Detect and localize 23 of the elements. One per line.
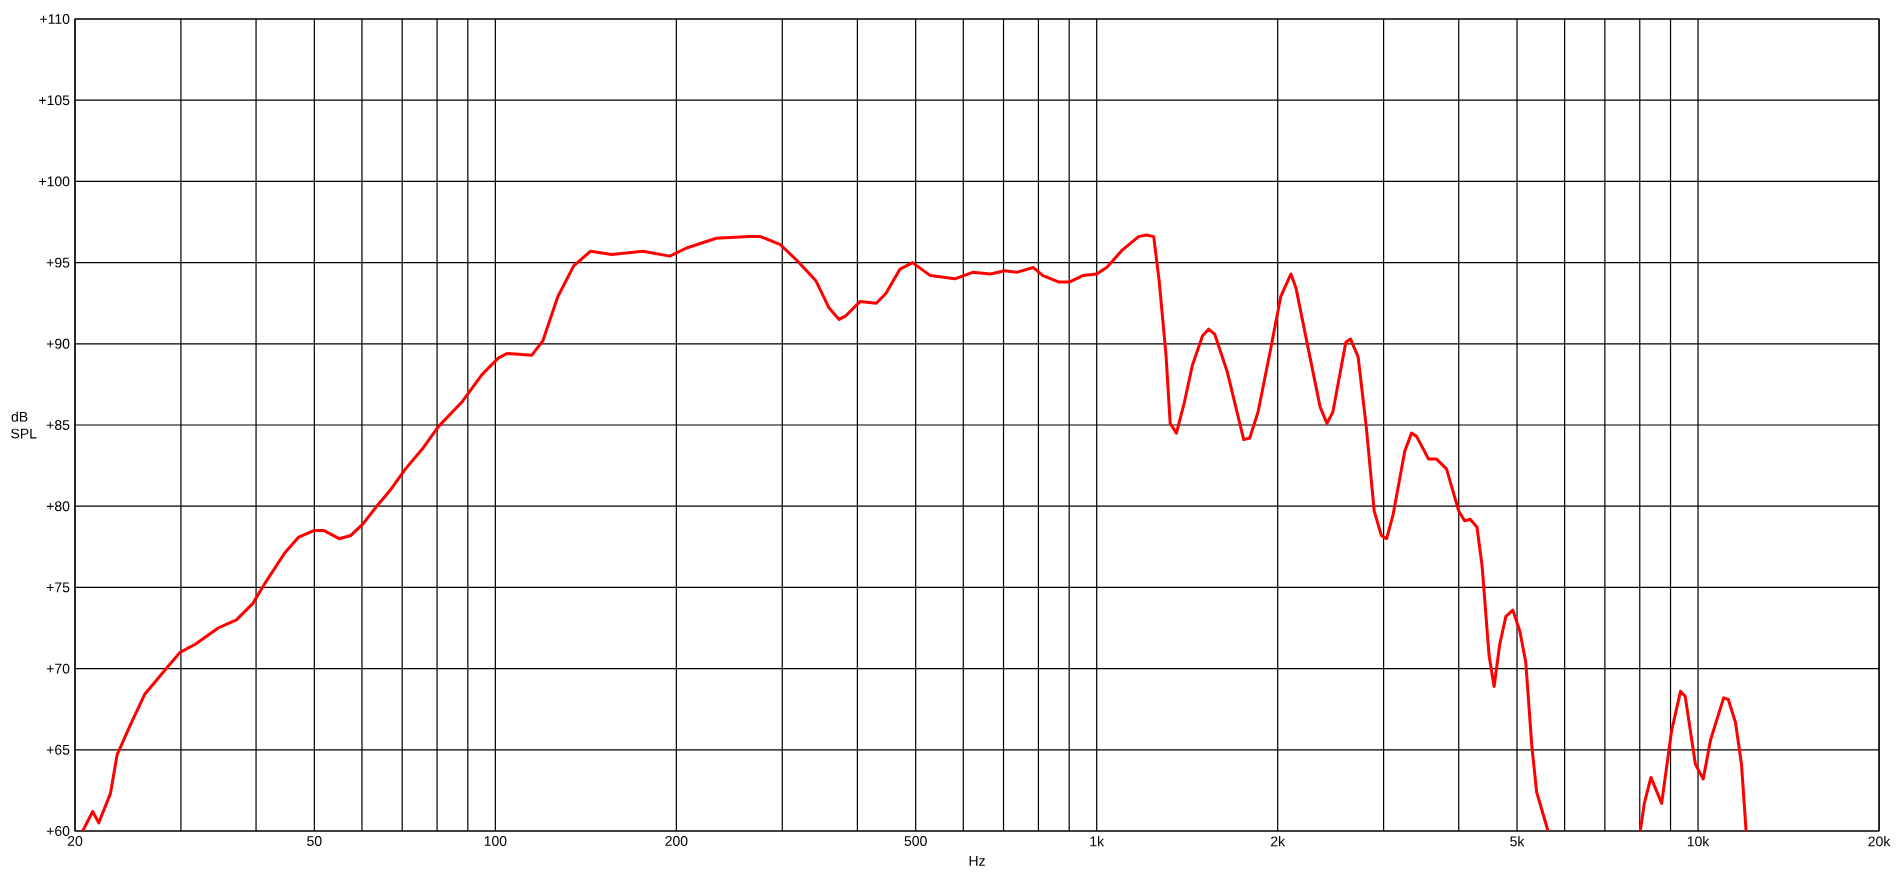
y-tick-label: +90 [46,338,70,349]
y-tick-label: +105 [39,95,70,106]
y-tick-label: +95 [46,257,70,268]
x-tick-label: 200 [665,836,688,846]
y-tick-label: +110 [40,14,70,24]
y-tick-label: +70 [46,663,70,674]
y-axis-title: dB SPL [11,411,37,439]
x-tick-label: 20 [67,836,83,846]
y-tick-label: +60 [46,826,70,836]
x-tick-label: 10k [1687,836,1710,847]
x-tick-label: 100 [484,836,507,846]
x-tick-label: 500 [904,836,927,846]
y-tick-label: +85 [46,420,70,430]
x-axis-title: Hz [969,856,985,866]
x-tick-label: 2k [1271,836,1286,847]
y-tick-label: +75 [46,582,70,593]
y-tick-label: +80 [46,501,70,512]
x-tick-label: 1k [1090,836,1105,847]
x-tick-label: 50 [307,836,322,846]
x-tick-label: 5k [1510,836,1525,847]
y-tick-label: +100 [39,176,70,187]
y-tick-label: +65 [46,744,70,755]
x-tick-label: 20k [1868,836,1891,847]
